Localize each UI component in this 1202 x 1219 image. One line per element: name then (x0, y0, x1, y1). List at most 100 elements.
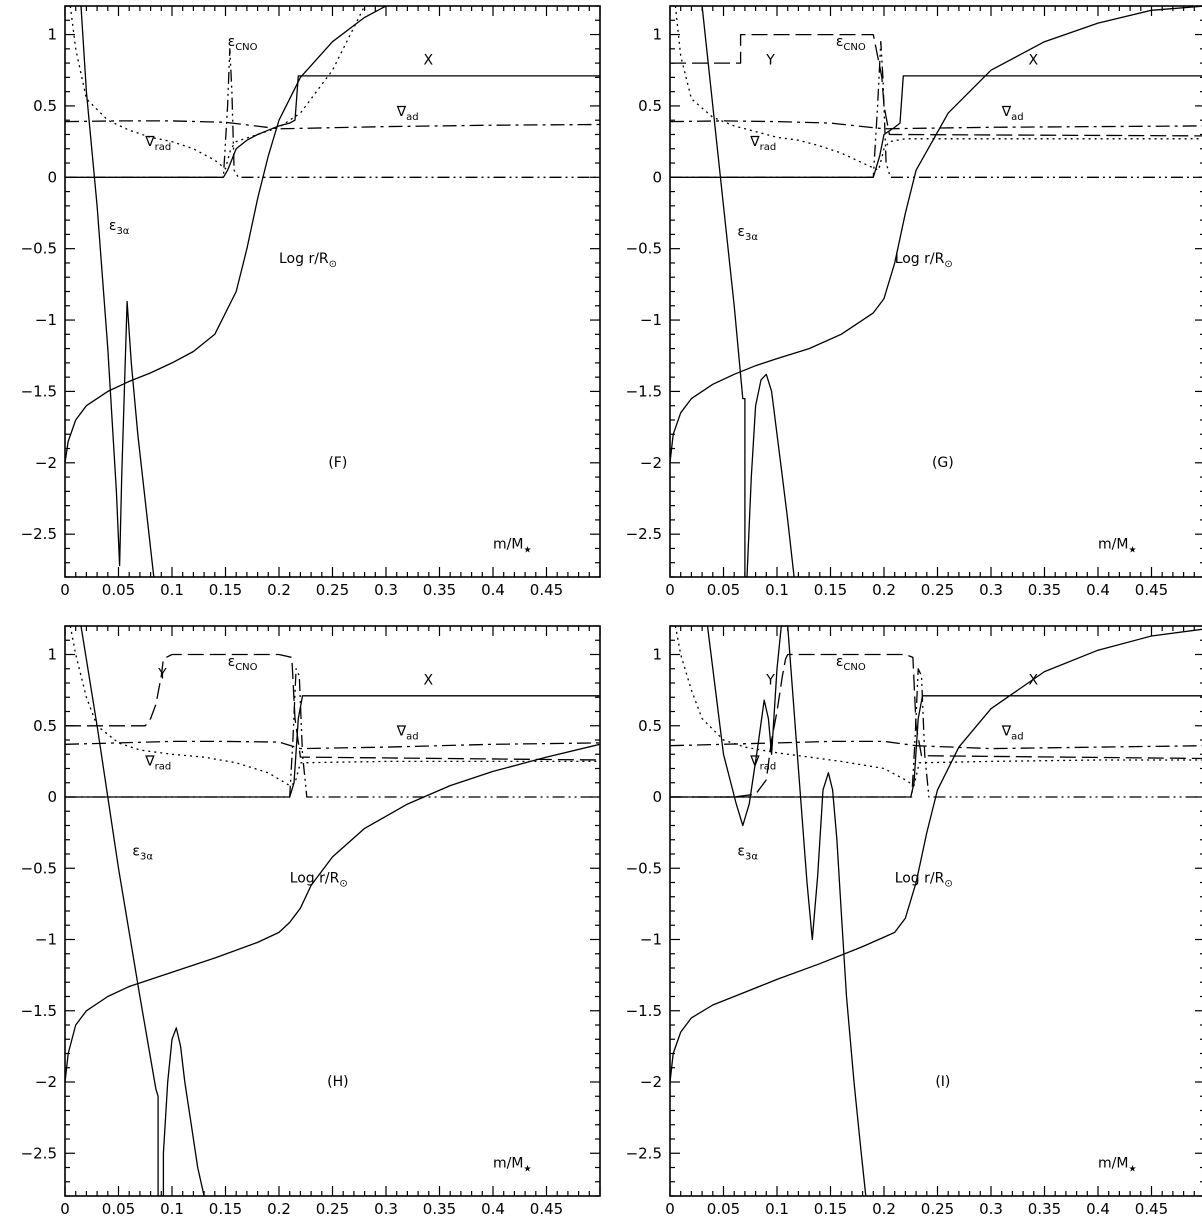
y-tick-label: 1 (47, 26, 57, 44)
series-eps-cno (670, 41, 1202, 178)
series-grad-ad (670, 740, 1202, 750)
y-tick-label: −1.5 (626, 1002, 662, 1020)
series-eps-cno (670, 668, 1202, 798)
y-tick-label: −1 (35, 931, 57, 949)
annotation-log-r-label: Log r/R⊙ (895, 871, 953, 890)
panel-h: 0 0.05 0.1 0.15 0.2 0.25 0.3 0.35 0.4 0.45 1 0.5 0 −0… (21, 625, 601, 1218)
x-tick-label: 0.25 (921, 581, 954, 599)
annotation-grad-rad-label: ∇rad (144, 754, 171, 773)
annotation-grad-rad-label: ∇rad (749, 754, 776, 773)
x-tick-label: 0.1 (160, 581, 184, 599)
x-tick-label: 0.15 (209, 1200, 242, 1218)
x-tick-label: 0.25 (316, 1200, 349, 1218)
annotation-x-label: X (423, 672, 433, 688)
panel-i: 0 0.05 0.1 0.15 0.2 0.25 0.3 0.35 0.4 0.45 1 0.5 0 −0… (626, 625, 1202, 1218)
x-tick-label: 0.4 (481, 1200, 505, 1218)
y-tick-label: −2 (35, 1073, 57, 1091)
series-eps-3a (701, 6, 795, 577)
annotation-grad-ad-label: ∇ad (396, 724, 419, 743)
y-tick-label: 0 (47, 788, 57, 806)
x-tick-label: 0.05 (102, 1200, 135, 1218)
y-tick-label: −1.5 (626, 382, 662, 400)
x-tick-label: 0 (665, 1200, 675, 1218)
series-x-abundance (65, 75, 600, 178)
x-tick-label: 0.45 (1135, 1200, 1168, 1218)
series-log-r (670, 628, 1202, 1083)
annotation-grad-ad-label: ∇ad (1001, 724, 1024, 743)
x-tick-label: 0.1 (765, 581, 789, 599)
series-grad-ad (65, 740, 600, 750)
x-axis-label: m/M★ (493, 1156, 532, 1175)
annotation-x-label: X (1028, 53, 1038, 69)
series-y-abundance (65, 653, 600, 761)
series-grad-rad (674, 626, 1202, 787)
x-tick-label: 0.05 (707, 1200, 740, 1218)
x-tick-label: 0.05 (707, 581, 740, 599)
y-tick-label: −1 (35, 311, 57, 329)
x-tick-label: 0.15 (814, 581, 847, 599)
y-tick-label: −1.5 (21, 1002, 57, 1020)
y-tick-label: −1.5 (21, 382, 57, 400)
panel-label: (F) (328, 455, 347, 471)
x-tick-label: 0.3 (374, 581, 398, 599)
y-tick-label: 0 (652, 168, 662, 186)
annotation-grad-rad-label: ∇rad (144, 134, 171, 153)
plot-frame (669, 625, 1202, 1197)
annotation-y-label: Y (765, 53, 775, 69)
y-tick-label: −0.5 (21, 859, 57, 877)
x-tick-label: 0.35 (423, 581, 456, 599)
y-tick-label: 0.5 (33, 717, 57, 735)
series-grad-ad (670, 120, 1202, 130)
panel-f: 0 0.05 0.1 0.15 0.2 0.25 0.3 0.35 0.4 0.45 1 0.5 0 −0… (21, 5, 601, 599)
annotation-log-r-label: Log r/R⊙ (290, 871, 348, 890)
annotation-eps-3a-label: ε3α (109, 218, 130, 237)
x-tick-label: 0.2 (267, 1200, 291, 1218)
x-tick-label: 0.1 (160, 1200, 184, 1218)
x-tick-label: 0.15 (814, 1200, 847, 1218)
x-axis-label: m/M★ (1098, 1156, 1137, 1175)
x-tick-label: 0.2 (267, 581, 291, 599)
annotation-grad-ad-label: ∇ad (1001, 104, 1024, 123)
x-tick-label: 0.45 (1135, 581, 1168, 599)
series-eps-3a (80, 6, 155, 577)
y-tick-label: −2.5 (626, 1144, 662, 1162)
plot-frame (64, 5, 601, 578)
y-tick-label: −2 (640, 1073, 662, 1091)
x-tick-label: 0.05 (102, 581, 135, 599)
panel-label: (H) (327, 1074, 348, 1090)
y-tick-label: 1 (652, 646, 662, 664)
x-tick-label: 0.2 (872, 581, 896, 599)
series-eps-3a (706, 626, 867, 1196)
panel-label: (I) (935, 1074, 950, 1090)
series-log-r (65, 743, 600, 1083)
x-tick-label: 0.4 (1086, 1200, 1110, 1218)
y-tick-label: −2.5 (21, 525, 57, 543)
panel-label: (G) (932, 455, 954, 471)
x-tick-label: 0.3 (374, 1200, 398, 1218)
annotation-x-label: X (1028, 672, 1038, 688)
y-tick-label: 1 (652, 26, 662, 44)
x-tick-label: 0.25 (921, 1200, 954, 1218)
x-tick-label: 0.35 (1028, 581, 1061, 599)
y-tick-label: −0.5 (21, 240, 57, 258)
series-log-r (670, 6, 1202, 463)
y-tick-label: 0.5 (33, 97, 57, 115)
annotation-eps-cno-label: εCNO (836, 654, 866, 673)
annotation-eps-3a-label: ε3α (737, 843, 758, 862)
series-y-abundance (670, 33, 1202, 137)
x-tick-label: 0.25 (316, 581, 349, 599)
x-tick-label: 0.45 (530, 1200, 563, 1218)
series-grad-ad (65, 120, 600, 130)
y-tick-label: −2.5 (21, 1144, 57, 1162)
annotation-log-r-label: Log r/R⊙ (895, 251, 953, 270)
x-tick-label: 0.3 (979, 1200, 1003, 1218)
plot-frame (64, 625, 601, 1197)
x-tick-label: 0.35 (423, 1200, 456, 1218)
y-tick-label: −2 (640, 454, 662, 472)
series-grad-rad (69, 626, 600, 787)
annotation-x-label: X (423, 53, 433, 69)
x-tick-label: 0.2 (872, 1200, 896, 1218)
y-tick-label: −2 (35, 454, 57, 472)
annotation-grad-ad-label: ∇ad (396, 104, 419, 123)
